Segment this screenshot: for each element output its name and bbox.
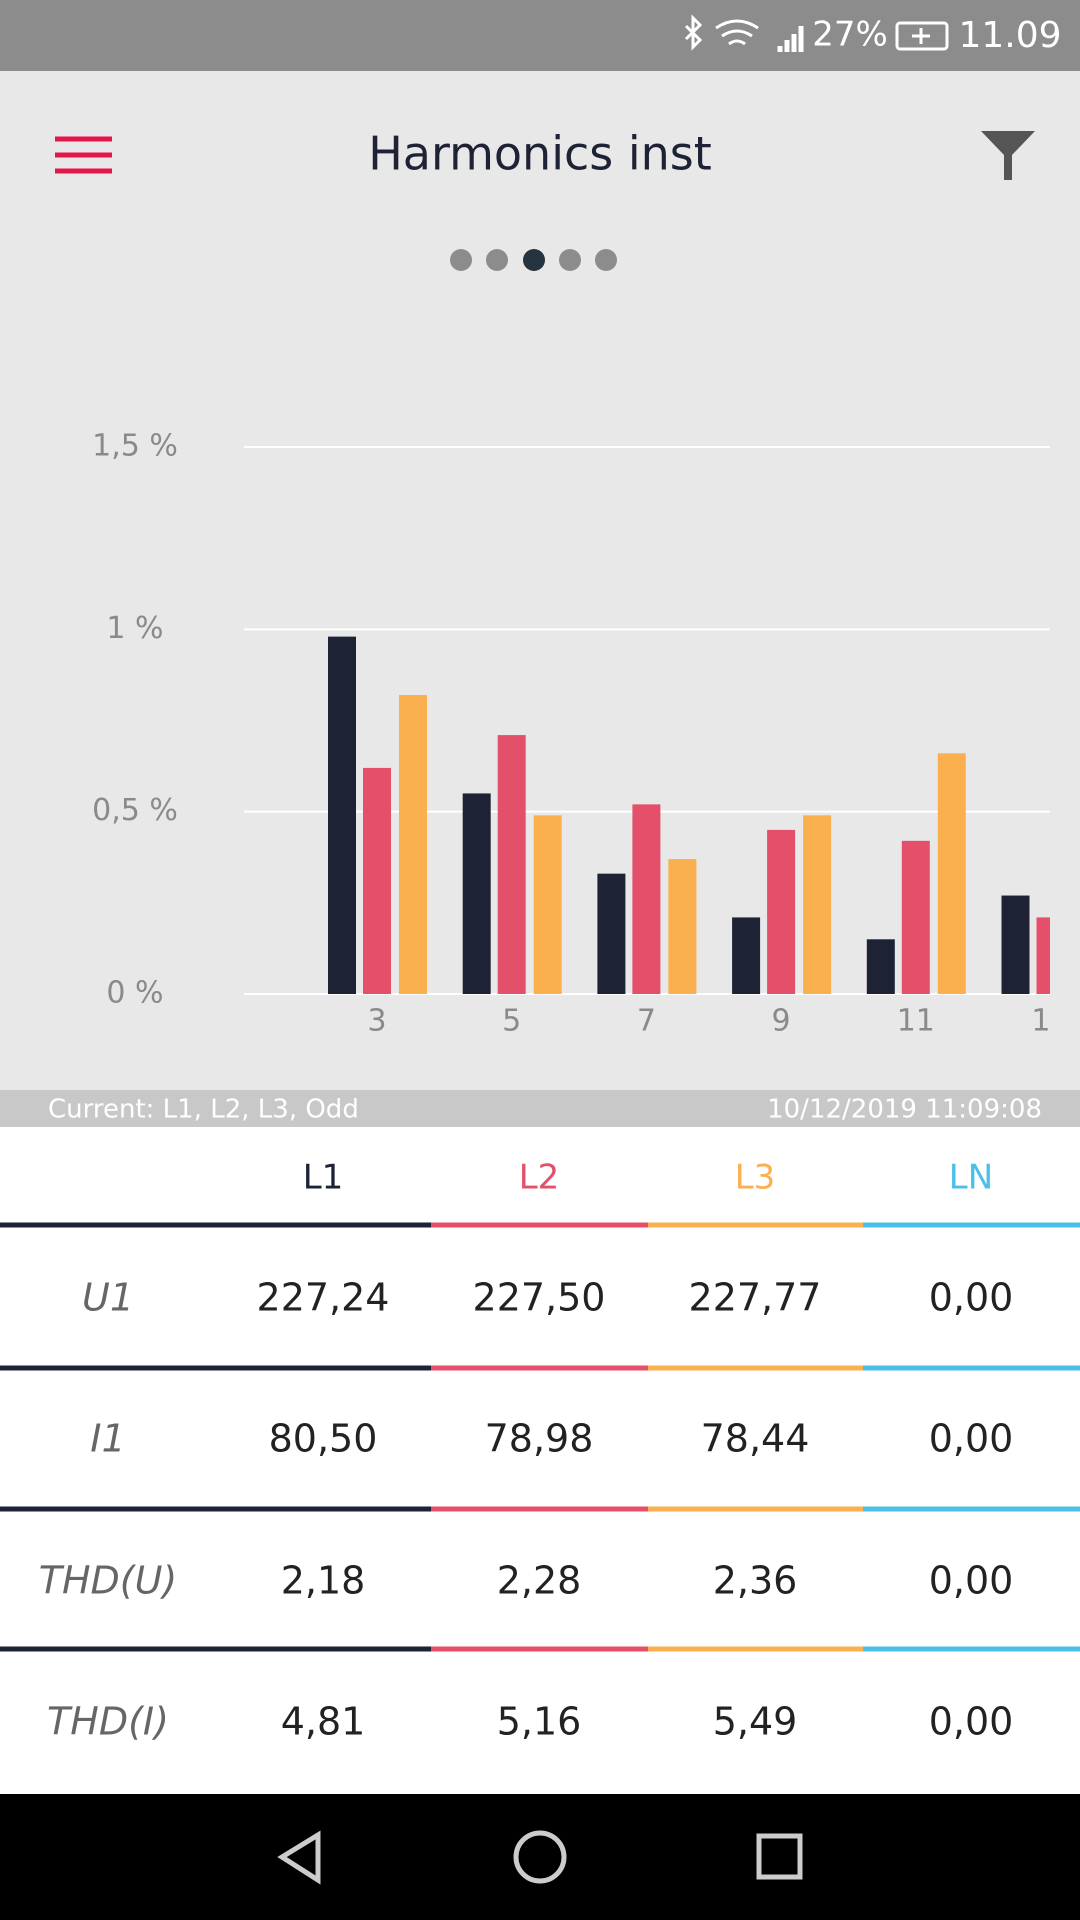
cell-value: 2,28 (497, 1559, 582, 1603)
y-tick-label: 1,5 % (92, 429, 178, 464)
page-dot[interactable] (486, 249, 508, 271)
page-title: Harmonics inst (368, 127, 712, 181)
info-left: Current: L1, L2, L3, Odd (48, 1095, 359, 1125)
bar (767, 829, 796, 994)
row-label: THD(U) (39, 1559, 178, 1603)
bar (497, 735, 526, 994)
battery-level: 27% (812, 15, 888, 55)
info-right: 10/12/2019 11:09:08 (767, 1095, 1042, 1125)
bar (328, 636, 356, 994)
column-header: L3 (735, 1158, 776, 1198)
bar (399, 694, 427, 994)
bar (866, 939, 895, 994)
table: L1 L2 L3 LN U1 227,24 227,50 227,77 0,00 I1 80,50 7… (0, 1158, 1080, 1744)
page-dot[interactable] (559, 249, 581, 271)
info-bar (0, 1090, 1080, 1127)
bar (1036, 917, 1050, 994)
cell-value: 227,77 (689, 1276, 822, 1320)
cell-value: 0,00 (929, 1559, 1014, 1603)
table-background (0, 1127, 1080, 1794)
x-tick-label: 11 (897, 1004, 935, 1039)
cell-value: 0,00 (929, 1276, 1014, 1320)
status-bar (0, 0, 1080, 71)
back-button[interactable] (277, 1830, 321, 1885)
cell-value: 227,24 (257, 1276, 390, 1320)
status-icons (684, 14, 949, 52)
column-header: L2 (519, 1158, 560, 1198)
row-label: THD(I) (47, 1700, 169, 1744)
bar (901, 840, 930, 994)
y-tick-label: 0,5 % (92, 793, 178, 828)
cell-value: 0,00 (929, 1417, 1014, 1461)
bar (668, 859, 697, 994)
x-tick-label: 13 (1031, 1004, 1069, 1039)
column-header: LN (949, 1158, 993, 1198)
page-dot[interactable] (595, 249, 617, 271)
page-dot[interactable] (523, 249, 545, 271)
page-dot[interactable] (450, 249, 472, 271)
bar (597, 873, 626, 994)
row-label: U1 (82, 1276, 134, 1320)
cell-value: 5,49 (713, 1700, 798, 1744)
bar (803, 815, 832, 994)
clock: 11.09 (958, 15, 1061, 56)
cell-value: 5,16 (497, 1700, 582, 1744)
plot-area: 3 5 7 9 11 13 (328, 636, 1069, 1039)
row-label: I1 (90, 1417, 125, 1461)
cell-value: 80,50 (269, 1417, 378, 1461)
cell-value: 78,44 (701, 1417, 810, 1461)
cell-value: 227,50 (473, 1276, 606, 1320)
bar (363, 767, 391, 994)
recents-button[interactable] (756, 1833, 803, 1880)
bar (732, 917, 761, 994)
page-indicator (450, 249, 617, 271)
bar (1001, 895, 1030, 994)
bar (533, 815, 562, 994)
filter-button[interactable] (981, 131, 1035, 180)
bar (462, 793, 491, 994)
bar (632, 804, 661, 994)
cell-value: 4,81 (281, 1700, 366, 1744)
menu-button[interactable] (55, 136, 112, 174)
chart: 0 % 0,5 % 1 % 1,5 % 3 5 7 9 11 13 (92, 429, 1069, 1039)
cell-value: 78,98 (485, 1417, 594, 1461)
home-button[interactable] (513, 1830, 567, 1884)
cell-value: 2,36 (713, 1559, 798, 1603)
cell-value: 2,18 (281, 1559, 366, 1603)
x-tick-label: 3 (367, 1004, 386, 1039)
bar (937, 753, 966, 994)
y-tick-label: 1 % (106, 611, 163, 646)
x-tick-label: 7 (637, 1004, 656, 1039)
x-tick-label: 9 (772, 1004, 791, 1039)
y-tick-label: 0 % (106, 976, 163, 1011)
cell-value: 0,00 (929, 1700, 1014, 1744)
nav-bar (0, 1794, 1080, 1920)
column-header: L1 (303, 1158, 344, 1198)
x-tick-label: 5 (502, 1004, 521, 1039)
